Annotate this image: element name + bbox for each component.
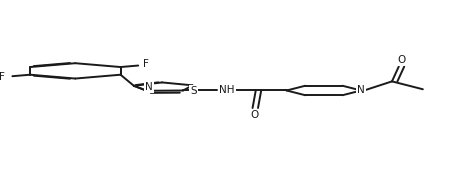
Text: O: O [251, 110, 259, 120]
Text: S: S [190, 86, 197, 96]
Text: F: F [0, 72, 6, 82]
Text: NH: NH [219, 85, 235, 95]
Text: O: O [397, 55, 406, 65]
Text: N: N [145, 82, 153, 92]
Text: F: F [144, 59, 149, 69]
Text: N: N [357, 85, 365, 96]
